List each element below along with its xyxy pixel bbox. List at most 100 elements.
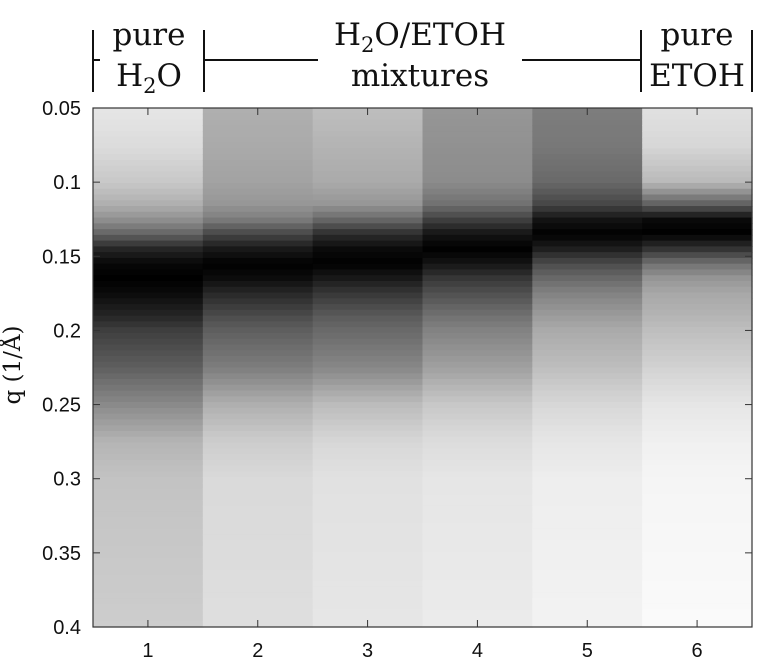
- heatmap-cell: [202, 384, 314, 392]
- heatmap-cell: [422, 373, 533, 380]
- heatmap-cell: [312, 563, 424, 570]
- heatmap-cell: [202, 304, 314, 311]
- heatmap-cell: [532, 119, 643, 126]
- heatmap-cell: [312, 557, 424, 565]
- heatmap-cell: [202, 425, 314, 432]
- heatmap-cell: [422, 477, 533, 484]
- heatmap-cell: [312, 500, 424, 507]
- heatmap-cell: [532, 361, 643, 369]
- y-tick-label: 0.3: [53, 469, 81, 491]
- heatmap-cell: [93, 552, 204, 559]
- heatmap-cell: [312, 454, 424, 461]
- heatmap-cell: [642, 136, 753, 144]
- heatmap-cell: [532, 252, 643, 259]
- heatmap-cell: [532, 177, 643, 184]
- heatmap-cell: [642, 379, 753, 386]
- heatmap-cell: [532, 309, 643, 317]
- heatmap-cell: [532, 407, 643, 415]
- heatmap-cell: [93, 546, 204, 553]
- heatmap-cell: [312, 355, 424, 363]
- heatmap-cell: [532, 436, 643, 444]
- heatmap-cell: [312, 240, 424, 247]
- heatmap-cell: [93, 454, 204, 461]
- heatmap-cell: [93, 165, 204, 173]
- heatmap-cell: [93, 211, 204, 219]
- heatmap-cell: [532, 304, 643, 311]
- heatmap-cell: [312, 292, 424, 299]
- heatmap-cell: [202, 309, 314, 317]
- group-label-pure-water-line1: pure: [113, 17, 186, 53]
- heatmap-cell: [202, 482, 314, 490]
- heatmap-cell: [532, 194, 643, 201]
- x-tick-label: 2: [252, 640, 263, 662]
- heatmap-cell: [642, 234, 753, 242]
- heatmap-cell: [93, 390, 204, 397]
- heatmap-cell: [422, 361, 533, 369]
- heatmap-cell: [202, 125, 314, 132]
- heatmap-cell: [642, 488, 753, 495]
- heatmap-cell: [422, 505, 533, 513]
- heatmap-cell: [93, 528, 204, 536]
- heatmap-cell: [422, 298, 533, 305]
- heatmap-cell: [532, 257, 643, 265]
- heatmap-cell: [642, 327, 753, 334]
- heatmap-cell: [642, 407, 753, 415]
- heatmap-cell: [422, 459, 533, 467]
- heatmap-cell: [532, 223, 643, 230]
- heatmap-cell: [642, 540, 753, 547]
- heatmap-cell: [202, 355, 314, 363]
- heatmap-cell: [202, 505, 314, 513]
- heatmap-cell: [93, 603, 204, 611]
- heatmap-cell: [532, 569, 643, 576]
- heatmap-cell: [93, 257, 204, 265]
- heatmap-cell: [532, 113, 643, 121]
- heatmap-cell: [93, 615, 204, 622]
- heatmap-cell: [312, 142, 424, 149]
- heatmap-cell: [93, 131, 204, 138]
- heatmap-cell: [422, 136, 533, 144]
- heatmap-cell: [422, 338, 533, 346]
- heatmap-cell: [312, 552, 424, 559]
- heatmap-cell: [532, 321, 643, 328]
- heatmap-cell: [202, 465, 314, 472]
- heatmap-cell: [93, 465, 204, 472]
- heatmap-column-5: [532, 108, 643, 628]
- heatmap-cell: [642, 148, 753, 155]
- heatmap-cell: [642, 425, 753, 432]
- y-tick-label: 0.1: [53, 172, 81, 194]
- heatmap-cell: [312, 200, 424, 207]
- heatmap-cell: [312, 471, 424, 478]
- heatmap-cell: [422, 182, 533, 190]
- y-tick-label: 0.35: [42, 543, 81, 565]
- heatmap-cell: [422, 229, 533, 236]
- heatmap-cell: [532, 373, 643, 380]
- heatmap-cell: [202, 269, 314, 276]
- heatmap-cell: [312, 569, 424, 576]
- heatmap-cell: [202, 275, 314, 282]
- heatmap-cell: [312, 615, 424, 622]
- heatmap-cell: [422, 580, 533, 588]
- heatmap-cell: [202, 344, 314, 351]
- heatmap-cell: [422, 488, 533, 495]
- heatmap-cell: [642, 188, 753, 196]
- heatmap-cell: [642, 505, 753, 513]
- heatmap-cell: [532, 442, 643, 449]
- heatmap-cell: [422, 465, 533, 472]
- heatmap-cell: [93, 286, 204, 294]
- heatmap-cell: [93, 332, 204, 340]
- heatmap-cell: [642, 500, 753, 507]
- heatmap-cell: [93, 367, 204, 374]
- heatmap-cell: [532, 419, 643, 426]
- heatmap-cell: [642, 465, 753, 472]
- heatmap-cell: [642, 517, 753, 524]
- heatmap-cell: [532, 482, 643, 490]
- heatmap-cell: [93, 575, 204, 582]
- heatmap-cell: [202, 229, 314, 236]
- heatmap-cell: [312, 459, 424, 467]
- heatmap-cell: [202, 188, 314, 196]
- heatmap-cell: [422, 552, 533, 559]
- heatmap-cell: [93, 159, 204, 167]
- heatmap-cell: [532, 200, 643, 207]
- heatmap-cell: [312, 194, 424, 201]
- heatmap-cell: [93, 206, 204, 213]
